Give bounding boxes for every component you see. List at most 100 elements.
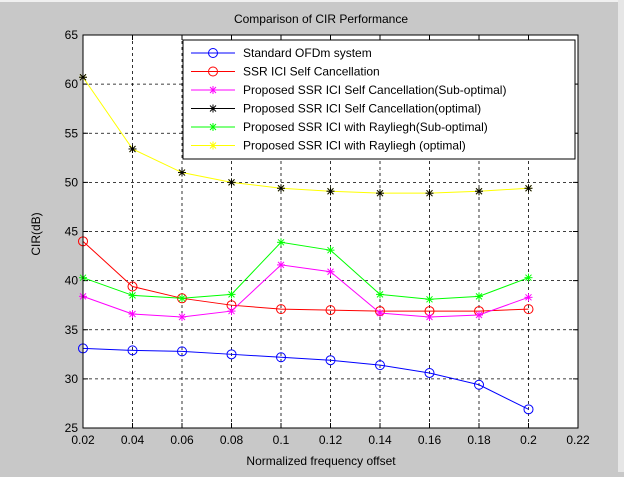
series-3-markers xyxy=(79,73,533,198)
star-stroke xyxy=(228,179,235,186)
x-tick-label: 0.22 xyxy=(566,433,590,447)
x-tick-label: 0.04 xyxy=(121,433,145,447)
star-stroke xyxy=(209,105,217,112)
y-tick-label: 60 xyxy=(65,77,79,91)
legend-item: SSR ICI Self Cancellation xyxy=(191,65,380,79)
star-stroke xyxy=(228,291,235,298)
star-stroke xyxy=(475,187,483,195)
y-tick-label: 55 xyxy=(65,126,79,140)
series-0 xyxy=(78,343,534,415)
data-point xyxy=(178,168,186,177)
data-point xyxy=(475,311,483,320)
star-stroke xyxy=(178,294,186,302)
y-tick-label: 65 xyxy=(65,28,79,42)
y-tick-label: 35 xyxy=(65,323,79,337)
star-stroke xyxy=(209,142,217,149)
star-stroke xyxy=(327,187,334,195)
x-tick-label: 0.08 xyxy=(220,433,244,447)
data-point xyxy=(424,367,435,378)
data-point xyxy=(376,189,384,198)
data-point xyxy=(523,404,534,415)
data-point xyxy=(128,144,137,153)
legend-marker xyxy=(209,104,217,113)
x-axis-label: Normalized frequency offset xyxy=(246,454,396,468)
data-point xyxy=(128,310,137,319)
y-tick-label: 30 xyxy=(65,372,79,386)
star-stroke xyxy=(178,169,186,176)
y-axis-label: CIR(dB) xyxy=(29,212,43,255)
data-point xyxy=(226,349,237,360)
data-point xyxy=(178,312,186,321)
star-stroke xyxy=(327,268,334,276)
axis-ticks: 0.02 0.04 0.06 0.08 0.1 0.12 0.14 0.16 0.18 0.2 0.… xyxy=(65,28,590,447)
data-point xyxy=(227,178,236,187)
data-point xyxy=(475,187,483,196)
legend-marker xyxy=(209,86,217,94)
legend-label: Proposed SSR ICI with Rayliegh(Sub-optim… xyxy=(243,120,488,134)
legend-label: Proposed SSR ICI with Rayliegh (optimal) xyxy=(243,139,466,153)
x-tick-label: 0.16 xyxy=(418,433,442,447)
star-stroke xyxy=(426,295,433,303)
star-stroke xyxy=(426,189,433,197)
data-point xyxy=(326,187,335,196)
star-stroke xyxy=(525,293,532,301)
x-tick-label: 0.2 xyxy=(520,433,537,447)
data-point xyxy=(524,293,533,302)
star-stroke xyxy=(277,261,285,269)
legend-label: Proposed SSR ICI Self Cancellation(optim… xyxy=(243,102,481,116)
x-tick-label: 0.1 xyxy=(273,433,290,447)
data-point xyxy=(326,267,335,276)
window-top-edge xyxy=(0,0,624,2)
x-tick-label: 0.14 xyxy=(368,433,392,447)
star-stroke xyxy=(475,292,483,300)
series-line xyxy=(82,264,529,318)
data-point xyxy=(326,246,335,255)
data-point xyxy=(127,345,138,356)
data-point xyxy=(277,184,285,193)
data-point xyxy=(227,307,236,316)
data-point xyxy=(325,305,336,316)
legend-box xyxy=(182,39,576,160)
data-point xyxy=(128,291,137,300)
series-line xyxy=(82,347,529,410)
star-stroke xyxy=(376,291,384,298)
star-stroke xyxy=(228,307,235,315)
series-layer xyxy=(78,73,534,415)
legend-label: SSR ICI Self Cancellation xyxy=(243,65,380,79)
data-point xyxy=(276,304,286,315)
data-point xyxy=(474,379,484,390)
y-tick-label: 25 xyxy=(65,421,79,435)
star-stroke xyxy=(129,145,136,153)
y-tick-label: 45 xyxy=(65,225,79,239)
data-point xyxy=(523,304,534,315)
data-point xyxy=(375,360,385,371)
data-point xyxy=(425,312,434,321)
star-stroke xyxy=(129,310,136,318)
series-2 xyxy=(79,260,533,321)
data-point xyxy=(376,309,384,318)
legend-label: Standard OFDm system xyxy=(243,46,372,60)
star-stroke xyxy=(209,86,217,94)
star-stroke xyxy=(209,123,217,131)
series-line xyxy=(82,76,529,194)
chart-title: Comparison of CIR Performance xyxy=(234,12,408,26)
star-stroke xyxy=(327,246,334,254)
data-point xyxy=(524,184,533,193)
star-stroke xyxy=(525,184,532,192)
star-stroke xyxy=(178,313,186,321)
legend-item: Proposed SSR ICI with Rayliegh(Sub-optim… xyxy=(191,120,488,134)
x-tick-label: 0.18 xyxy=(467,433,491,447)
data-point xyxy=(425,295,434,304)
star-stroke xyxy=(376,309,384,317)
legend-marker xyxy=(208,48,218,58)
legend-item: Proposed SSR ICI with Rayliegh (optimal) xyxy=(191,139,466,153)
x-tick-label: 0.12 xyxy=(319,433,343,447)
data-point xyxy=(325,355,336,366)
x-tick-label: 0.06 xyxy=(170,433,194,447)
data-point xyxy=(227,290,236,299)
star-stroke xyxy=(426,313,433,321)
data-point xyxy=(178,294,186,303)
star-stroke xyxy=(129,292,136,299)
